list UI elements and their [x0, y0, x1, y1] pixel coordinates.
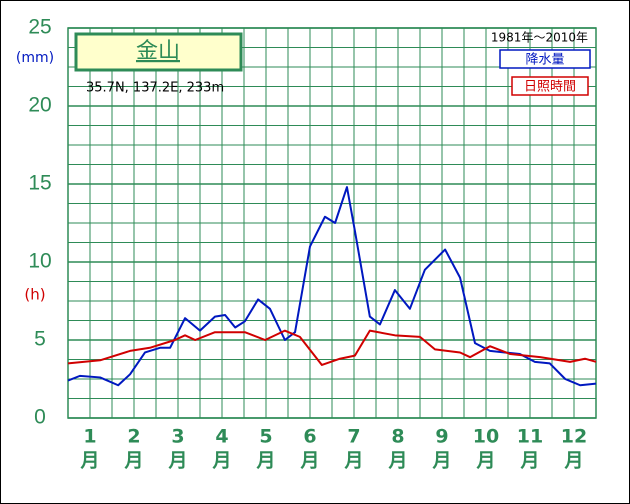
month-label: 4: [215, 426, 228, 448]
month-label: 5: [259, 426, 272, 448]
period: 1981年～2010年: [491, 31, 588, 45]
month-label: 3: [171, 426, 184, 448]
month-suffix: 月: [431, 450, 451, 472]
month-suffix: 月: [519, 450, 539, 472]
month-label: 11: [517, 426, 543, 448]
y-tick-label: 5: [34, 328, 46, 351]
month-suffix: 月: [255, 450, 275, 472]
month-suffix: 月: [79, 450, 99, 472]
month-suffix: 月: [475, 450, 495, 472]
y-unit-sun: (h): [24, 286, 45, 304]
y-tick-label: 10: [28, 250, 51, 273]
month-label: 10: [473, 426, 499, 448]
y-tick-label: 0: [34, 406, 46, 429]
y-tick-label: 25: [28, 16, 51, 39]
y-tick-label: 20: [28, 94, 51, 117]
legend-box: [499, 49, 591, 69]
month-label: 9: [435, 426, 448, 448]
location: 35.7N, 137.2E, 233m: [86, 81, 224, 96]
y-tick-label: 15: [28, 172, 51, 195]
month-label: 6: [303, 426, 316, 448]
series-line: [67, 186, 597, 387]
month-suffix: 月: [211, 450, 231, 472]
month-suffix: 月: [167, 450, 187, 472]
month-label: 1: [83, 426, 96, 448]
month-suffix: 月: [387, 450, 407, 472]
legend-label: 降水量: [525, 53, 564, 68]
month-suffix: 月: [343, 450, 363, 472]
legend-box: [511, 76, 589, 96]
month-label: 8: [391, 426, 404, 448]
month-label: 7: [347, 426, 360, 448]
y-unit-precip: (mm): [16, 50, 54, 66]
month-label: 12: [561, 426, 587, 448]
chart-title: 金山: [136, 39, 180, 64]
month-suffix: 月: [299, 450, 319, 472]
month-suffix: 月: [563, 450, 583, 472]
series-line: [67, 329, 597, 366]
month-label: 2: [127, 426, 140, 448]
legend-label: 日照時間: [524, 80, 576, 95]
month-suffix: 月: [123, 450, 143, 472]
plot-area: [67, 27, 597, 419]
title-box: [74, 32, 243, 72]
